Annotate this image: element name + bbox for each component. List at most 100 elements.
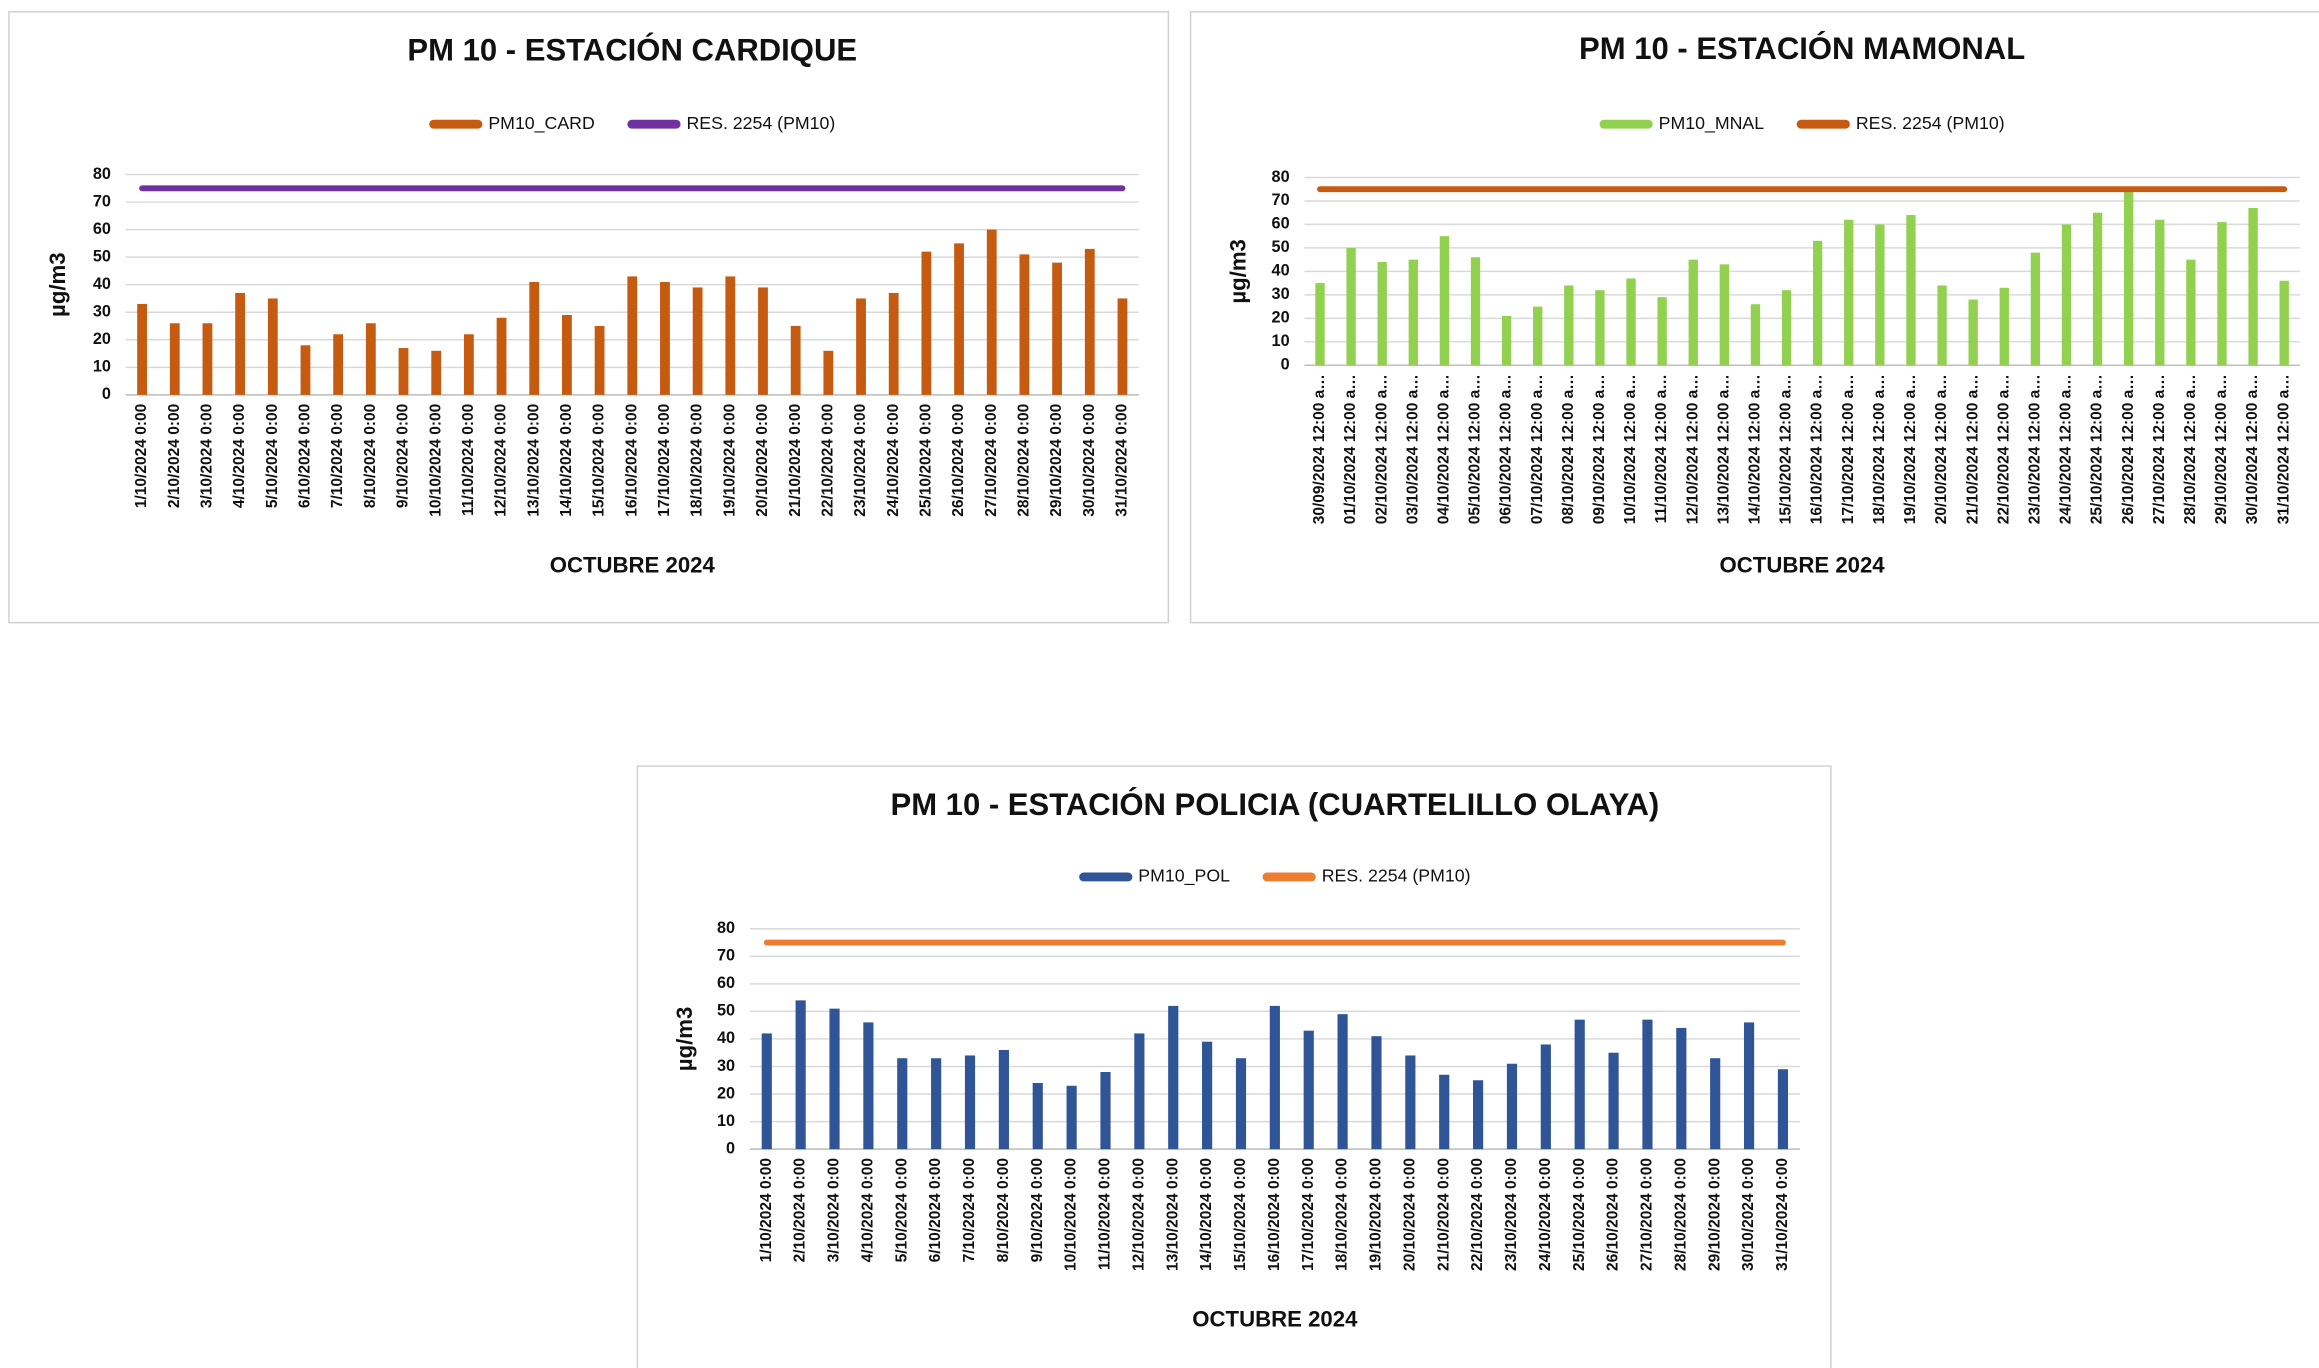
bar [1371,1036,1382,1150]
legend-swatch [1079,872,1133,882]
bar [1134,1033,1145,1150]
bar [1642,1019,1653,1150]
chart-title: PM 10 - ESTACIÓN MAMONAL [1579,30,2025,66]
y-tick-label: 10 [93,358,111,376]
bar [1100,1071,1111,1150]
bar [1777,1069,1789,1150]
bar [2217,222,2227,366]
y-tick-label: 20 [93,330,111,348]
x-tick-label: 17/10/2024 0:00 [656,404,673,517]
bar [431,350,442,395]
bar [2186,259,2196,366]
x-tick-label: 14/10/2024 0:00 [558,404,575,517]
bar [1844,219,1854,366]
bar [1719,264,1729,366]
bar [1595,290,1605,366]
bar [235,292,246,395]
x-tick-label: 26/10/2024 12:00 a… [2120,374,2137,524]
bar [1743,1022,1755,1150]
x-tick-label: 25/10/2024 0:00 [1571,1158,1588,1271]
x-tick-label: 21/10/2024 0:00 [787,404,804,517]
legend-swatch [1599,119,1653,129]
x-tick-label: 28/10/2024 12:00 a… [2182,374,2199,524]
x-tick-label: 9/10/2024 0:00 [1029,1158,1046,1262]
bar [829,1008,840,1150]
legend-swatch [1796,119,1850,129]
bar [1235,1058,1247,1150]
x-tick-label: 19/10/2024 12:00 a… [1902,374,1919,524]
bar [1303,1030,1314,1150]
x-axis-title: OCTUBRE 2024 [550,552,716,577]
y-tick-label: 20 [717,1084,735,1102]
x-tick-label: 31/10/2024 0:00 [1774,1158,1791,1271]
x-tick-label: 28/10/2024 0:00 [1672,1158,1689,1271]
y-tick-label: 50 [717,1002,735,1020]
x-tick-label: 04/10/2024 12:00 a… [1435,374,1452,524]
bar [333,334,344,395]
x-tick-label: 20/10/2024 0:00 [754,404,771,517]
bar [2124,189,2134,366]
x-tick-label: 23/10/2024 0:00 [852,404,869,517]
legend-label: PM10_CARD [488,113,594,134]
x-tick-label: 05/10/2024 12:00 a… [1467,374,1484,524]
bar [594,326,605,395]
bar [1875,224,1885,366]
bar [998,1049,1009,1150]
x-tick-label: 10/10/2024 12:00 a… [1622,374,1639,524]
x-tick-label: 17/10/2024 0:00 [1300,1158,1317,1271]
bar [1540,1044,1551,1150]
legend-swatch [627,119,681,129]
x-tick-label: 19/10/2024 0:00 [1368,1158,1385,1271]
x-tick-label: 10/10/2024 0:00 [427,404,444,517]
x-tick-label: 07/10/2024 12:00 a… [1529,374,1546,524]
x-tick-label: 24/10/2024 0:00 [1537,1158,1554,1271]
x-tick-label: 7/10/2024 0:00 [329,404,346,508]
bar [921,251,932,395]
bar [1052,262,1062,395]
x-tick-label: 11/10/2024 12:00 a… [1653,374,1670,523]
x-tick-label: 06/10/2024 12:00 a… [1498,374,1515,524]
x-tick-label: 13/10/2024 12:00 a… [1715,374,1732,524]
x-tick-label: 20/10/2024 12:00 a… [1933,374,1950,524]
y-tick-label: 50 [1272,238,1290,256]
panel-border [8,11,1170,624]
x-tick-label: 18/10/2024 0:00 [689,404,706,517]
chart-panel: PM 10 - ESTACIÓN POLICIA (CUARTELILLO OL… [636,765,1832,1368]
bar [1750,304,1761,366]
x-tick-label: 6/10/2024 0:00 [297,404,314,508]
bar [1608,1052,1619,1150]
y-tick-label: 0 [102,385,111,403]
x-tick-label: 29/10/2024 0:00 [1048,404,1065,517]
x-tick-label: 03/10/2024 12:00 a… [1404,374,1421,524]
legend-swatch [429,119,483,129]
bar [2279,280,2289,366]
bar [1626,278,1636,366]
y-tick-label: 80 [717,919,735,937]
bar [627,276,638,395]
legend-label: RES. 2254 (PM10) [1856,113,2005,133]
chart-title: PM 10 - ESTACIÓN CARDIQUE [407,32,857,68]
x-tick-label: 28/10/2024 0:00 [1016,404,1033,517]
bar [1202,1041,1213,1150]
y-tick-label: 60 [93,220,111,238]
bar [1501,315,1512,366]
x-tick-label: 6/10/2024 0:00 [927,1158,944,1262]
bar [790,326,801,395]
x-tick-label: 13/10/2024 0:00 [525,404,542,517]
bar [823,350,834,395]
x-tick-label: 27/10/2024 12:00 a… [2151,374,2168,524]
bar [2030,252,2041,366]
x-tick-label: 4/10/2024 0:00 [231,404,248,508]
x-tick-label: 5/10/2024 0:00 [264,404,281,508]
x-tick-label: 2/10/2024 0:00 [166,404,183,508]
x-tick-label: 31/10/2024 0:00 [1114,404,1131,517]
x-tick-label: 12/10/2024 0:00 [1130,1158,1147,1271]
x-tick-label: 31/10/2024 12:00 a… [2275,374,2292,524]
bar [954,243,964,395]
y-axis-title: µg/m3 [45,252,70,317]
bar [1710,1058,1721,1150]
bar [1688,259,1698,366]
bar [1084,248,1095,395]
